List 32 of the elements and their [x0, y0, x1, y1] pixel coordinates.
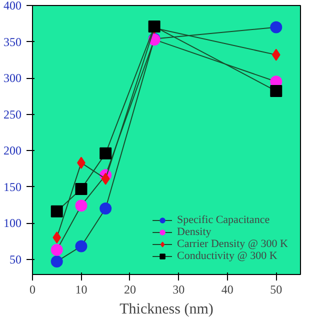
x-tick-label: 40: [221, 282, 234, 296]
point: [75, 182, 88, 195]
point: [272, 48, 280, 61]
point: [100, 147, 112, 160]
x-tick-label: 0: [30, 282, 36, 296]
x-tick-label: 30: [172, 282, 185, 296]
point: [50, 244, 63, 256]
point: [75, 200, 88, 212]
x-axis-title: Thickness (nm): [120, 302, 214, 318]
y-tick-label: 400: [4, 0, 22, 12]
legend-label: Conductivity @ 300 K: [177, 250, 278, 262]
point: [270, 21, 282, 34]
y-tick-label: 200: [4, 144, 22, 158]
y-tick-label: 50: [10, 252, 22, 266]
y-tick-label: 250: [4, 107, 22, 122]
point: [270, 85, 282, 98]
legend-label: Carrier Density @ 300 K: [177, 238, 288, 250]
x-tick-label: 50: [270, 282, 282, 296]
point: [101, 172, 110, 185]
point: [50, 205, 63, 218]
x-tick-label: 10: [75, 282, 88, 296]
y-tick-label: 100: [4, 216, 22, 230]
point: [100, 202, 112, 215]
x-tick-label: 20: [124, 282, 136, 296]
legend-label: Specific Capacitance: [177, 214, 270, 226]
point: [52, 232, 62, 244]
y-tick-label: 350: [4, 34, 22, 49]
y-tick-label: 150: [4, 180, 22, 194]
point: [75, 240, 88, 252]
y-tick-label: 300: [4, 71, 22, 86]
point: [50, 255, 63, 268]
legend-label: Density: [177, 226, 212, 238]
